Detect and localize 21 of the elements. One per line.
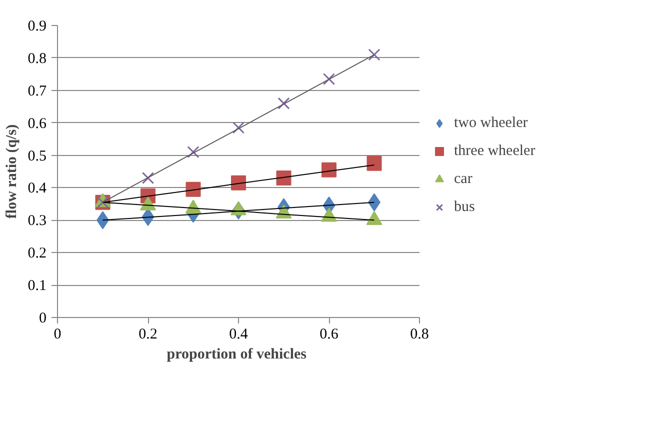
y-tick-label: 0.5	[28, 148, 46, 164]
legend-label: three wheeler	[454, 142, 536, 160]
y-tick-label: 0.6	[28, 116, 47, 132]
legend-label: car	[454, 170, 474, 188]
x-tick-label: 0.8	[410, 326, 429, 342]
y-tick-label: 0.9	[28, 18, 46, 34]
legend-label: two wheeler	[454, 114, 528, 132]
x-tick-label: 0.2	[138, 326, 158, 342]
x-tick-label: 0.4	[229, 326, 248, 342]
x-tick-label: 0	[54, 326, 62, 342]
y-tick-label: 0.7	[28, 83, 47, 100]
y-tick-label: 0	[39, 310, 46, 326]
y-tick-label: 0.4	[28, 180, 47, 197]
y-tick-label: 0.1	[28, 278, 46, 294]
x-tick-label: 0.6	[320, 326, 339, 342]
y-tick-label: 0.2	[28, 246, 46, 262]
y-tick-label: 0.8	[28, 50, 46, 67]
y-tick-label: 0.3	[28, 213, 46, 230]
legend-label: bus	[454, 198, 475, 216]
y-axis-title: flow ratio (q/s)	[4, 124, 20, 219]
x-axis-title: proportion of vehicles	[166, 346, 307, 362]
